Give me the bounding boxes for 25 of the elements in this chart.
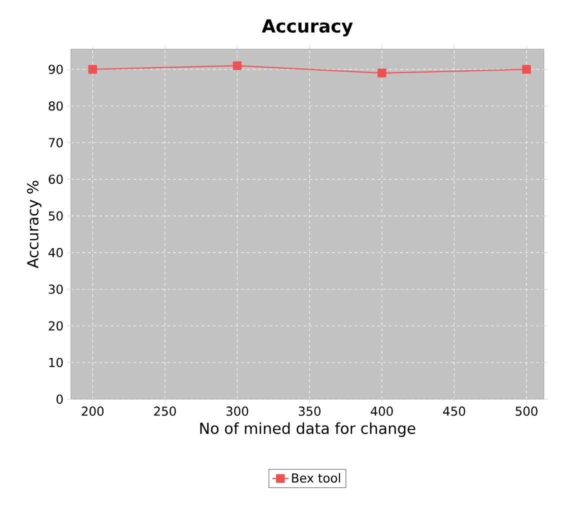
x-tick-label: 300 xyxy=(226,406,248,416)
x-tick-label: 350 xyxy=(298,406,320,416)
x-tick-label: 500 xyxy=(516,406,538,416)
y-tick-label: 20 xyxy=(48,321,63,331)
y-tick-label: 50 xyxy=(48,211,63,221)
x-axis-title: No of mined data for change xyxy=(200,422,416,438)
x-tick-label: 250 xyxy=(154,406,176,416)
y-tick-label: 80 xyxy=(48,101,63,111)
x-tick-label: 400 xyxy=(370,406,393,416)
chart-title: Accuracy xyxy=(262,20,353,37)
y-tick-label: 30 xyxy=(48,284,63,294)
legend-label: Bex tool xyxy=(292,473,340,483)
y-tick-label: 0 xyxy=(56,394,63,404)
y-axis-title: Accuracy % xyxy=(27,181,42,268)
x-tick-label: 200 xyxy=(82,406,104,416)
y-tick-label: 90 xyxy=(48,64,63,74)
y-tick-label: 10 xyxy=(49,358,63,368)
x-tick-label: 450 xyxy=(443,406,466,416)
point xyxy=(88,65,97,74)
point xyxy=(378,68,386,78)
point xyxy=(522,65,531,74)
point xyxy=(232,61,242,70)
y-tick-label: 60 xyxy=(48,174,63,184)
y-tick-label: 70 xyxy=(48,138,63,148)
y-tick-label: 40 xyxy=(48,248,63,258)
